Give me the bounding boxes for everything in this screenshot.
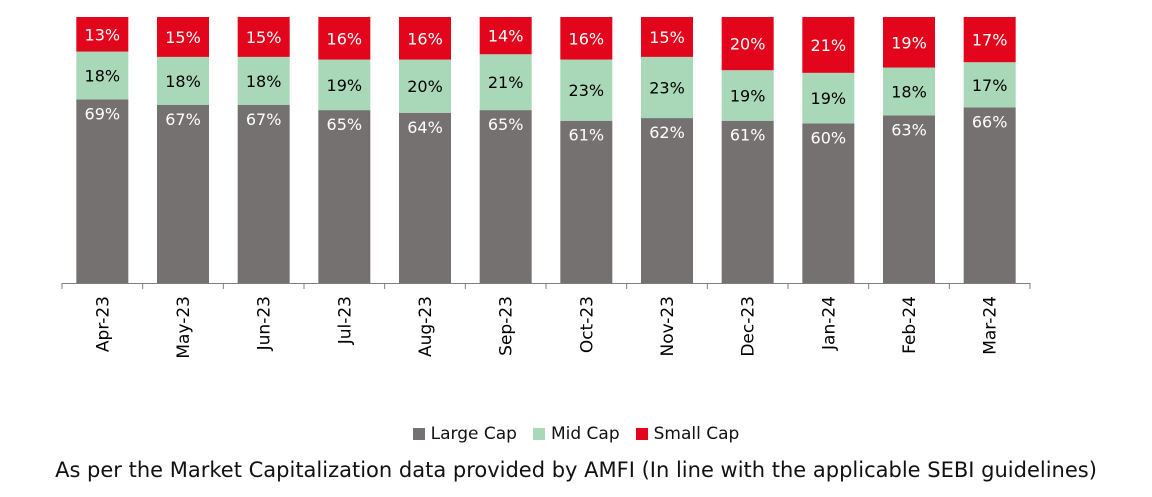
data-label: 19% xyxy=(327,76,363,95)
x-tick-label: May-23 xyxy=(174,296,194,359)
data-label: 19% xyxy=(730,86,766,105)
data-label: 67% xyxy=(246,110,282,129)
bar-segment-large-cap xyxy=(560,120,613,284)
data-label: 19% xyxy=(891,33,927,52)
data-label: 20% xyxy=(407,77,443,96)
data-label: 19% xyxy=(811,89,847,108)
caption: As per the Market Capitalization data pr… xyxy=(55,458,1097,482)
data-label: 18% xyxy=(246,72,282,91)
data-label: 16% xyxy=(569,29,605,48)
bar-segment-large-cap xyxy=(318,110,371,283)
data-label: 21% xyxy=(811,36,847,55)
data-label: 23% xyxy=(569,81,605,100)
x-tick-label: Feb-24 xyxy=(900,296,920,354)
legend-swatch xyxy=(532,428,545,440)
data-label: 60% xyxy=(811,128,847,147)
bar-segment-large-cap xyxy=(883,115,935,283)
bar-segment-small-cap xyxy=(237,17,290,57)
data-label: 69% xyxy=(85,104,121,123)
bar-segment-small-cap xyxy=(157,17,209,57)
bar-segment-large-cap xyxy=(479,110,532,283)
data-label: 65% xyxy=(327,115,363,134)
x-tick-label: Apr-23 xyxy=(93,296,113,352)
data-label: 66% xyxy=(972,112,1008,131)
data-label: 15% xyxy=(165,28,201,47)
bar-segment-large-cap xyxy=(76,99,129,284)
stacked-bar-chart: 69% 18% 13% Apr-23 67% 18% 15% May-23 67% 18% 15% J… xyxy=(61,17,1031,359)
bar-segment-mid-cap xyxy=(560,59,613,121)
data-label: 18% xyxy=(85,67,121,86)
data-label: 16% xyxy=(327,29,363,48)
legend-item: Large Cap xyxy=(412,424,517,444)
bar-segment-large-cap xyxy=(157,104,209,283)
x-tick-label: Dec-23 xyxy=(739,296,759,357)
bar-segment-small-cap xyxy=(802,17,855,73)
bar-segment-large-cap xyxy=(721,120,774,284)
bar-segment-small-cap xyxy=(318,17,371,60)
legend-item: Small Cap xyxy=(635,424,740,444)
bar-segment-small-cap xyxy=(479,17,532,55)
legend: Large Cap Mid Cap Small Cap xyxy=(0,422,1152,446)
bar-segment-large-cap xyxy=(399,112,451,283)
bar-segment-mid-cap xyxy=(76,51,129,100)
bar-segment-mid-cap xyxy=(237,56,290,105)
bar-segment-small-cap xyxy=(399,17,451,60)
data-label: 62% xyxy=(649,123,685,142)
data-label: 65% xyxy=(488,115,524,134)
data-label: 61% xyxy=(569,126,605,145)
bar-segment-mid-cap xyxy=(157,56,209,105)
data-label: 14% xyxy=(488,27,524,46)
data-label: 21% xyxy=(488,73,524,92)
chart: 69% 18% 13% Apr-23 67% 18% 15% May-23 67% 18% 15% J… xyxy=(61,17,1031,359)
data-label: 18% xyxy=(165,72,201,91)
bar-segment-mid-cap xyxy=(963,62,1016,108)
data-label: 64% xyxy=(407,118,443,137)
x-tick-label: Sep-23 xyxy=(497,296,517,356)
bar-segment-mid-cap xyxy=(721,70,774,121)
bar-segment-small-cap xyxy=(560,17,613,60)
bar-segment-mid-cap xyxy=(318,59,371,111)
bar-segment-small-cap xyxy=(76,17,129,52)
bar-segment-large-cap xyxy=(963,107,1016,283)
data-label: 16% xyxy=(407,29,443,48)
data-label: 67% xyxy=(165,110,201,129)
bar-segment-mid-cap xyxy=(641,56,693,119)
x-tick-label: Jul-23 xyxy=(335,296,355,345)
x-tick-label: Oct-23 xyxy=(577,296,597,353)
data-label: 20% xyxy=(730,35,766,54)
data-label: 23% xyxy=(649,78,685,97)
x-tick-label: Aug-23 xyxy=(416,296,436,357)
legend-item: Mid Cap xyxy=(532,424,620,444)
bar-segment-small-cap xyxy=(641,17,693,57)
bar-segment-mid-cap xyxy=(479,54,532,111)
x-tick-label: Jun-23 xyxy=(255,296,275,351)
data-label: 63% xyxy=(891,120,927,139)
data-label: 18% xyxy=(891,82,927,101)
legend-label: Large Cap xyxy=(430,424,517,444)
bar-segment-small-cap xyxy=(721,17,774,71)
data-label: 17% xyxy=(972,31,1008,50)
x-tick-label: Jan-24 xyxy=(819,296,839,351)
data-label: 61% xyxy=(730,126,766,145)
data-label: 17% xyxy=(972,76,1008,95)
legend-label: Small Cap xyxy=(653,424,740,444)
bar-segment-mid-cap xyxy=(399,59,451,113)
legend-swatch xyxy=(412,428,425,440)
bar-segment-mid-cap xyxy=(802,72,855,124)
bar-segment-large-cap xyxy=(641,118,693,283)
bar-segment-small-cap xyxy=(963,17,1016,63)
bar-segment-large-cap xyxy=(802,123,855,284)
data-label: 15% xyxy=(246,28,282,47)
bar-segment-large-cap xyxy=(237,104,290,283)
bar-segment-mid-cap xyxy=(883,67,935,116)
legend-label: Mid Cap xyxy=(550,424,620,444)
data-label: 13% xyxy=(85,25,121,44)
x-tick-label: Nov-23 xyxy=(658,296,678,357)
data-label: 15% xyxy=(649,28,685,47)
bar-segment-small-cap xyxy=(883,17,935,68)
x-tick-label: Mar-24 xyxy=(981,296,1001,355)
legend-swatch xyxy=(635,428,648,440)
